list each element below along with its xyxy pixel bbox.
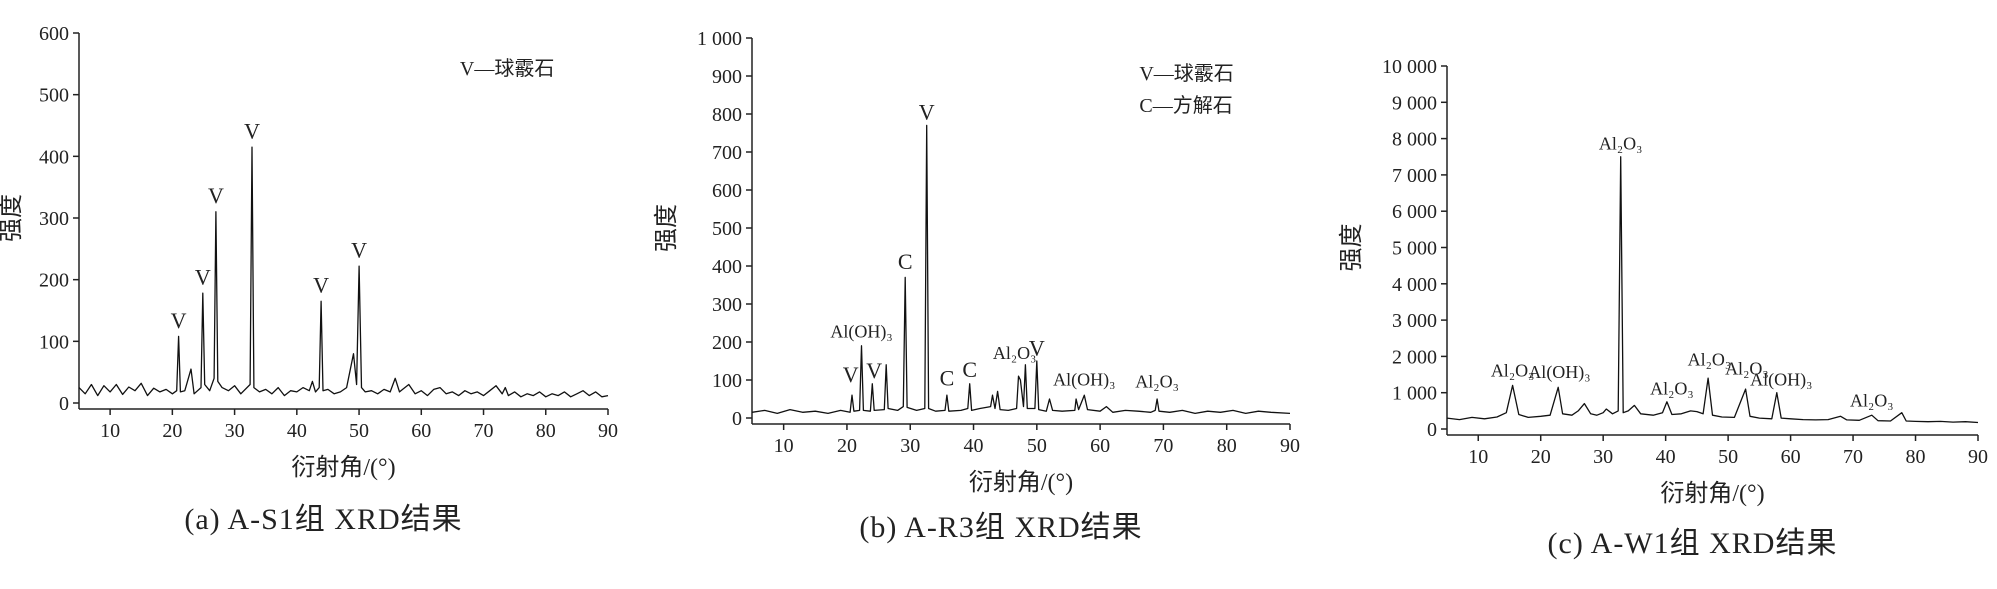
note: V—球霰石	[460, 57, 554, 80]
peak-label: V	[1029, 335, 1045, 360]
peak-label: Al(OH)₃	[1053, 370, 1115, 391]
x-tick-label: 70	[1153, 435, 1173, 457]
peak-label: V	[866, 358, 882, 383]
y-axis-label: 强度	[1338, 224, 1365, 272]
x-tick-label: 20	[1531, 446, 1551, 468]
y-tick-label: 4 000	[1392, 274, 1437, 296]
x-tick-label: 90	[1280, 435, 1300, 457]
x-tick-label: 30	[900, 435, 920, 457]
x-tick-label: 20	[162, 420, 182, 442]
y-tick-label: 100	[712, 370, 742, 392]
y-tick-label: 600	[39, 23, 69, 45]
xrd-line	[1446, 156, 1979, 424]
y-tick-label: 100	[39, 331, 69, 353]
x-tick-label: 40	[964, 435, 984, 457]
x-tick-label: 70	[474, 420, 494, 442]
x-axis-label: 衍射角/(°)	[969, 469, 1073, 496]
x-tick-label: 70	[1843, 446, 1863, 468]
xrd-line	[78, 146, 609, 398]
xrd-line	[751, 124, 1291, 415]
caption: (b) A-R3组 XRD结果	[859, 511, 1142, 544]
note: C—方解石	[1139, 94, 1232, 117]
y-tick-label: 700	[712, 142, 742, 164]
peak-label: Al(OH)₃	[1750, 369, 1812, 390]
peak-label: Al(OH)₃	[830, 321, 892, 342]
y-tick-label: 800	[712, 104, 742, 126]
x-tick-label: 40	[287, 420, 307, 442]
y-tick-label: 3 000	[1392, 310, 1437, 332]
y-tick-label: 0	[1427, 419, 1437, 441]
peak-label: V	[244, 118, 260, 143]
caption: (c) A-W1组 XRD结果	[1548, 527, 1838, 560]
peak-label: Al₂O₃	[1850, 390, 1894, 410]
x-tick-label: 50	[1027, 435, 1047, 457]
y-tick-label: 600	[712, 180, 742, 202]
x-tick-label: 10	[1468, 446, 1488, 468]
peak-label: C	[898, 249, 913, 274]
peak-label: Al(OH)₃	[1528, 362, 1590, 383]
peak-label: C	[940, 366, 955, 391]
y-tick-label: 400	[712, 256, 742, 278]
x-tick-label: 60	[1781, 446, 1801, 468]
note: V—球霰石	[1139, 62, 1233, 85]
peak-label: V	[208, 183, 224, 208]
y-axis-label: 强度	[653, 204, 680, 252]
peak-label: V	[351, 237, 367, 262]
y-tick-label: 9 000	[1392, 92, 1437, 114]
peak-label: V	[313, 273, 329, 298]
caption: (a) A-S1组 XRD结果	[184, 503, 462, 536]
x-tick-label: 60	[1090, 435, 1110, 457]
y-tick-label: 200	[712, 332, 742, 354]
y-tick-label: 1 000	[697, 28, 742, 50]
y-axis-label: 强度	[0, 194, 25, 242]
x-tick-label: 50	[1718, 446, 1738, 468]
y-tick-label: 400	[39, 146, 69, 168]
peak-label: C	[962, 357, 977, 382]
x-tick-label: 60	[411, 420, 431, 442]
y-tick-label: 500	[712, 218, 742, 240]
x-tick-label: 10	[100, 420, 120, 442]
x-tick-label: 80	[536, 420, 556, 442]
x-tick-label: 50	[349, 420, 369, 442]
x-tick-label: 90	[598, 420, 618, 442]
x-axis-label: 衍射角/(°)	[291, 454, 395, 481]
y-tick-label: 900	[712, 66, 742, 88]
x-tick-label: 40	[1656, 446, 1676, 468]
y-tick-label: 300	[712, 294, 742, 316]
peak-label: Al₂O₃	[1135, 372, 1179, 392]
y-tick-label: 6 000	[1392, 201, 1437, 223]
peak-label: Al₂O₃	[1650, 379, 1694, 399]
x-axis-label: 衍射角/(°)	[1660, 480, 1764, 507]
y-tick-label: 1 000	[1392, 383, 1437, 405]
y-tick-label: 200	[39, 270, 69, 292]
y-tick-label: 500	[39, 85, 69, 107]
y-tick-label: 8 000	[1392, 129, 1437, 151]
peak-label: Al₂O₃	[1688, 349, 1732, 369]
peak-label: Al₂O₃	[1725, 359, 1769, 379]
peak-label: Al₂O₃	[1491, 360, 1535, 380]
x-tick-label: 30	[1593, 446, 1613, 468]
y-tick-label: 300	[39, 208, 69, 230]
peak-label: V	[843, 362, 859, 387]
x-tick-label: 20	[837, 435, 857, 457]
y-tick-label: 0	[732, 408, 742, 430]
peak-label: Al₂O₃	[1599, 133, 1643, 153]
y-tick-label: 10 000	[1382, 56, 1437, 78]
peak-label: V	[195, 265, 211, 290]
x-tick-label: 10	[774, 435, 794, 457]
x-tick-label: 80	[1217, 435, 1237, 457]
peak-label: Al₂O₃	[993, 343, 1037, 363]
y-tick-label: 2 000	[1392, 346, 1437, 368]
peak-label: V	[171, 308, 187, 333]
y-tick-label: 7 000	[1392, 165, 1437, 187]
x-tick-label: 30	[225, 420, 245, 442]
x-tick-label: 90	[1968, 446, 1988, 468]
y-tick-label: 0	[59, 393, 69, 415]
peak-label: V	[919, 100, 935, 125]
y-tick-label: 5 000	[1392, 238, 1437, 260]
x-tick-label: 80	[1906, 446, 1926, 468]
